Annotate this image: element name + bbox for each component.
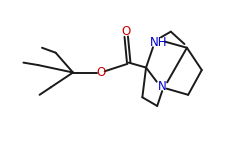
Text: N: N xyxy=(158,80,166,93)
Text: O: O xyxy=(122,25,131,38)
Text: O: O xyxy=(97,66,106,79)
Text: NH: NH xyxy=(150,36,167,49)
